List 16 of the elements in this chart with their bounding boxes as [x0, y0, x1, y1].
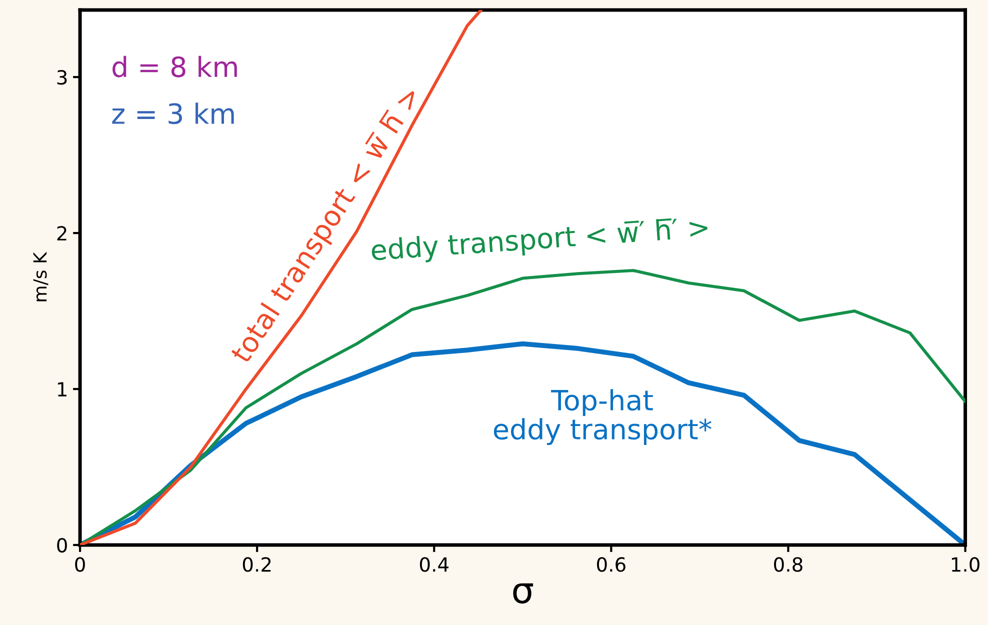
y-tick-label: 2 — [57, 226, 66, 240]
x-tick-label: 1.0 — [952, 557, 980, 572]
x-axis-title: σ — [513, 583, 534, 604]
x-tick-label: 0.2 — [242, 557, 271, 572]
y-axis-title: m/s K — [33, 252, 48, 302]
y-tick-label: 0 — [57, 538, 67, 553]
x-tick-label: 0.4 — [420, 557, 448, 572]
y-tick-label: 3 — [57, 70, 67, 85]
annotation: z = 3 km — [112, 102, 234, 124]
x-tick-label: 0.8 — [774, 557, 802, 572]
series-label: Top-hat eddy transport* — [494, 389, 712, 446]
series-label: eddy transport < w̅′ h̅′ > — [370, 216, 708, 266]
annotation: d = 8 km — [112, 56, 237, 78]
x-tick-label: 0.6 — [597, 557, 626, 572]
x-tick-label: 0 — [75, 557, 85, 572]
y-tick-label: 1 — [58, 382, 66, 396]
